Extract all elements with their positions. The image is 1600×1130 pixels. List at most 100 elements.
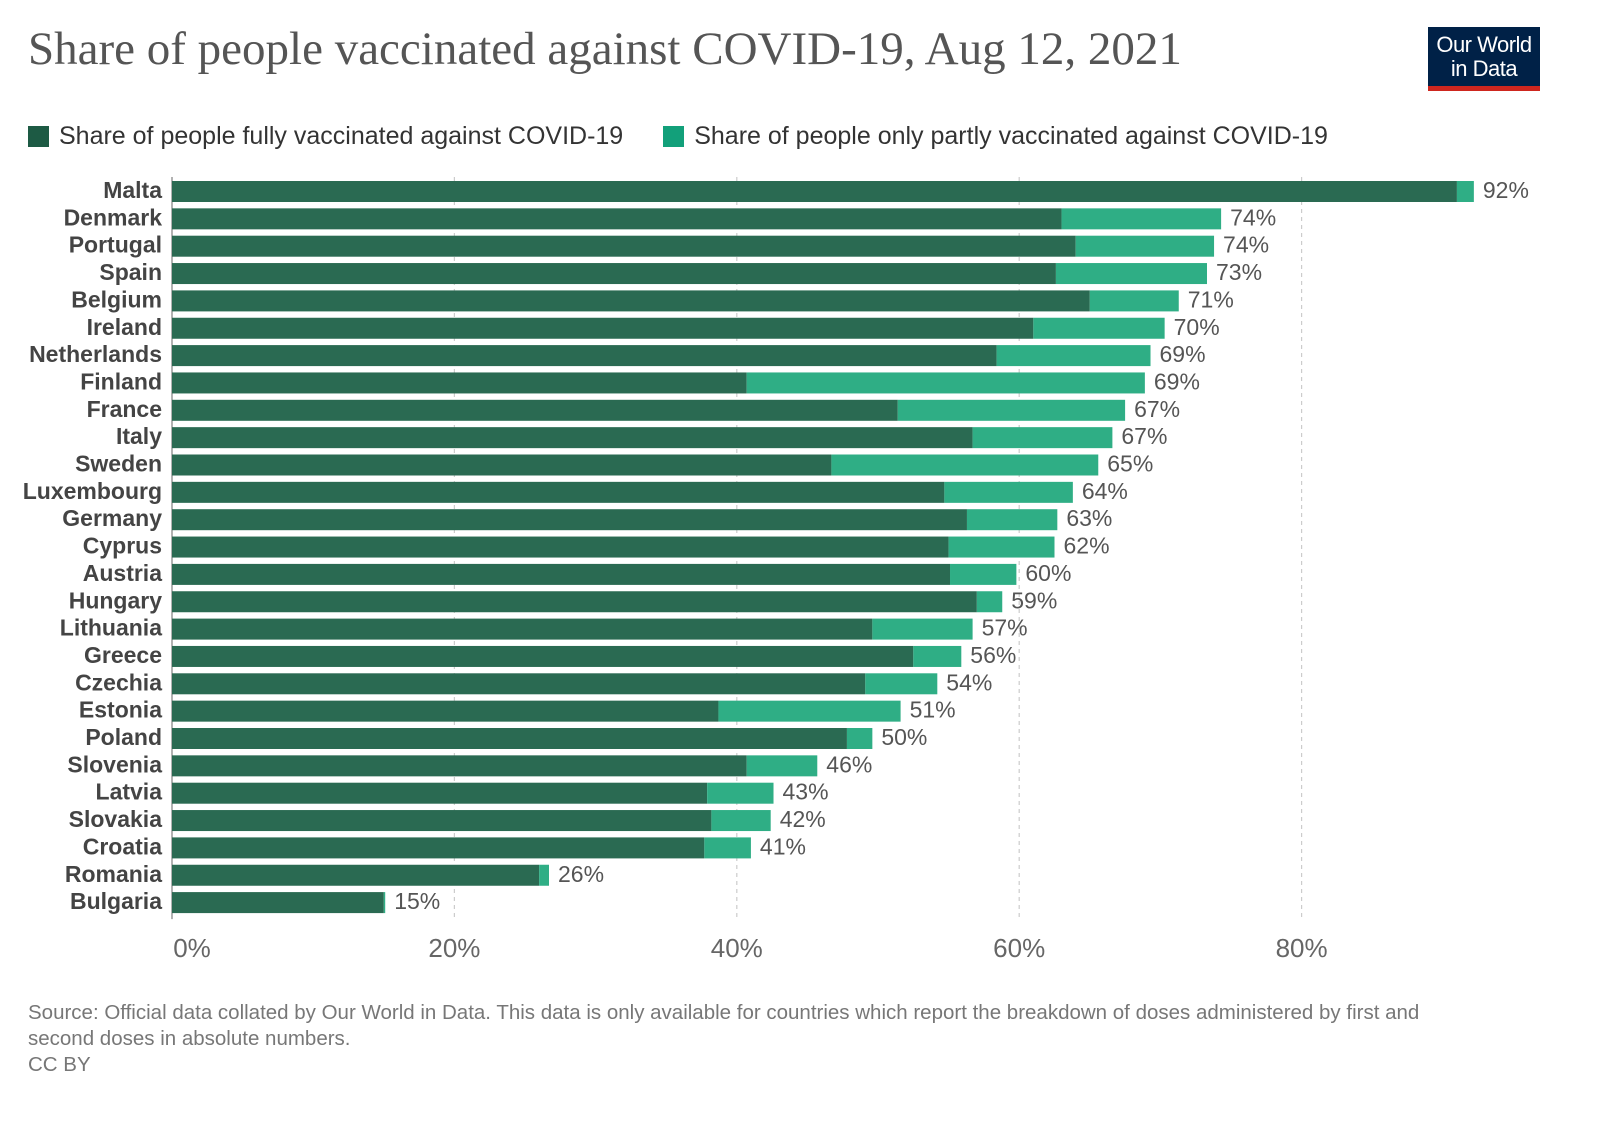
owid-logo[interactable]: Our World in Data: [1428, 27, 1540, 91]
bar-partly-vaccinated[interactable]: [383, 892, 386, 914]
legend-swatch-partly: [663, 126, 685, 147]
source-note: Source: Official data collated by Our Wo…: [28, 1001, 1420, 1050]
bar-fully-vaccinated[interactable]: [172, 837, 705, 859]
bar-partly-vaccinated[interactable]: [711, 810, 771, 832]
bar-fully-vaccinated[interactable]: [172, 454, 832, 476]
bar-partly-vaccinated[interactable]: [865, 673, 938, 695]
bar-fully-vaccinated[interactable]: [172, 755, 747, 777]
bar-partly-vaccinated[interactable]: [718, 700, 901, 722]
value-label: 69%: [1160, 341, 1206, 367]
x-tick-label: 80%: [1276, 933, 1328, 963]
legend-label-partly: Share of people only partly vaccinated a…: [694, 122, 1328, 150]
x-tick-label: 60%: [993, 933, 1045, 963]
bar-partly-vaccinated[interactable]: [746, 755, 818, 777]
chart-title: Share of people vaccinated against COVID…: [28, 23, 1182, 75]
value-label: 46%: [826, 751, 872, 777]
value-label: 56%: [970, 642, 1016, 668]
bar-fully-vaccinated[interactable]: [172, 345, 997, 367]
bar-fully-vaccinated[interactable]: [172, 372, 747, 394]
bar-partly-vaccinated[interactable]: [950, 563, 1017, 585]
bar-partly-vaccinated[interactable]: [913, 645, 962, 667]
bar-partly-vaccinated[interactable]: [539, 864, 550, 886]
bar-fully-vaccinated[interactable]: [172, 181, 1457, 202]
value-label: 70%: [1174, 314, 1220, 340]
bar-partly-vaccinated[interactable]: [1456, 181, 1474, 202]
bar-fully-vaccinated[interactable]: [172, 728, 847, 749]
category-label: Croatia: [83, 833, 162, 859]
value-labels: 92%74%74%73%71%70%69%69%67%67%65%64%63%6…: [394, 177, 1529, 914]
bar-partly-vaccinated[interactable]: [1089, 290, 1179, 312]
bar-fully-vaccinated[interactable]: [172, 618, 873, 640]
bar-partly-vaccinated[interactable]: [972, 427, 1113, 449]
bar-partly-vaccinated[interactable]: [897, 399, 1126, 421]
bar-partly-vaccinated[interactable]: [1033, 317, 1165, 339]
category-label: Slovenia: [67, 751, 162, 777]
category-label: Estonia: [79, 697, 162, 723]
bar-partly-vaccinated[interactable]: [1061, 208, 1222, 230]
value-label: 74%: [1223, 232, 1269, 258]
bar-fully-vaccinated[interactable]: [172, 645, 914, 667]
category-label: Italy: [116, 423, 162, 449]
category-label: Belgium: [71, 286, 162, 312]
bar-fully-vaccinated[interactable]: [172, 673, 866, 695]
bar-partly-vaccinated[interactable]: [1075, 235, 1215, 257]
value-label: 15%: [394, 888, 440, 914]
category-label: Czechia: [75, 669, 162, 695]
category-label: Lithuania: [60, 615, 162, 641]
bar-fully-vaccinated[interactable]: [172, 509, 967, 531]
category-label: Netherlands: [29, 341, 162, 367]
bar-fully-vaccinated[interactable]: [172, 235, 1076, 257]
bar-fully-vaccinated[interactable]: [172, 892, 384, 914]
bar-fully-vaccinated[interactable]: [172, 700, 719, 722]
bar-partly-vaccinated[interactable]: [704, 837, 751, 859]
value-label: 65%: [1107, 451, 1153, 477]
value-label: 69%: [1154, 368, 1200, 394]
chart-legend: Share of people fully vaccinated against…: [28, 122, 1368, 151]
logo-line-1: Our World: [1436, 32, 1532, 57]
value-label: 26%: [558, 861, 604, 887]
category-label: Romania: [65, 861, 162, 887]
bar-fully-vaccinated[interactable]: [172, 263, 1056, 285]
bar-partly-vaccinated[interactable]: [944, 481, 1073, 503]
category-label: Finland: [80, 368, 162, 394]
bar-partly-vaccinated[interactable]: [831, 454, 1099, 476]
bar-fully-vaccinated[interactable]: [172, 481, 945, 503]
category-label: Denmark: [64, 204, 163, 230]
bar-partly-vaccinated[interactable]: [846, 728, 873, 749]
bar-fully-vaccinated[interactable]: [172, 810, 712, 832]
x-tick-label: 40%: [711, 933, 763, 963]
bar-fully-vaccinated[interactable]: [172, 208, 1062, 230]
bar-fully-vaccinated[interactable]: [172, 427, 973, 449]
bar-chart: MaltaDenmarkPortugalSpainBelgiumIrelandN…: [23, 177, 1529, 963]
bar-fully-vaccinated[interactable]: [172, 290, 1090, 312]
bar-partly-vaccinated[interactable]: [707, 782, 774, 804]
value-label: 92%: [1483, 177, 1529, 203]
category-label: Austria: [83, 560, 162, 586]
bar-partly-vaccinated[interactable]: [966, 509, 1058, 531]
bar-fully-vaccinated[interactable]: [172, 536, 949, 558]
value-label: 54%: [946, 669, 992, 695]
bar-fully-vaccinated[interactable]: [172, 864, 540, 886]
value-label: 64%: [1082, 478, 1128, 504]
value-label: 41%: [760, 833, 806, 859]
category-label: Latvia: [96, 779, 163, 805]
bar-fully-vaccinated[interactable]: [172, 591, 977, 613]
chart-footer: Source: Official data collated by Our Wo…: [28, 1000, 1478, 1078]
bar-fully-vaccinated[interactable]: [172, 317, 1034, 339]
legend-item-partly[interactable]: Share of people only partly vaccinated a…: [663, 122, 1328, 151]
bar-partly-vaccinated[interactable]: [1055, 263, 1207, 285]
value-label: 73%: [1216, 259, 1262, 285]
value-label: 50%: [881, 724, 927, 750]
x-axis-ticks: 0% 20% 40% 60% 80%: [173, 933, 1327, 963]
legend-item-fully[interactable]: Share of people fully vaccinated against…: [28, 122, 623, 151]
value-label: 51%: [910, 697, 956, 723]
bar-fully-vaccinated[interactable]: [172, 782, 708, 804]
bar-fully-vaccinated[interactable]: [172, 563, 951, 585]
bar-partly-vaccinated[interactable]: [948, 536, 1055, 558]
bar-partly-vaccinated[interactable]: [872, 618, 973, 640]
bar-partly-vaccinated[interactable]: [976, 591, 1003, 613]
bar-fully-vaccinated[interactable]: [172, 399, 898, 421]
bar-partly-vaccinated[interactable]: [996, 345, 1151, 367]
category-label: Greece: [84, 642, 162, 668]
bar-partly-vaccinated[interactable]: [746, 372, 1145, 394]
